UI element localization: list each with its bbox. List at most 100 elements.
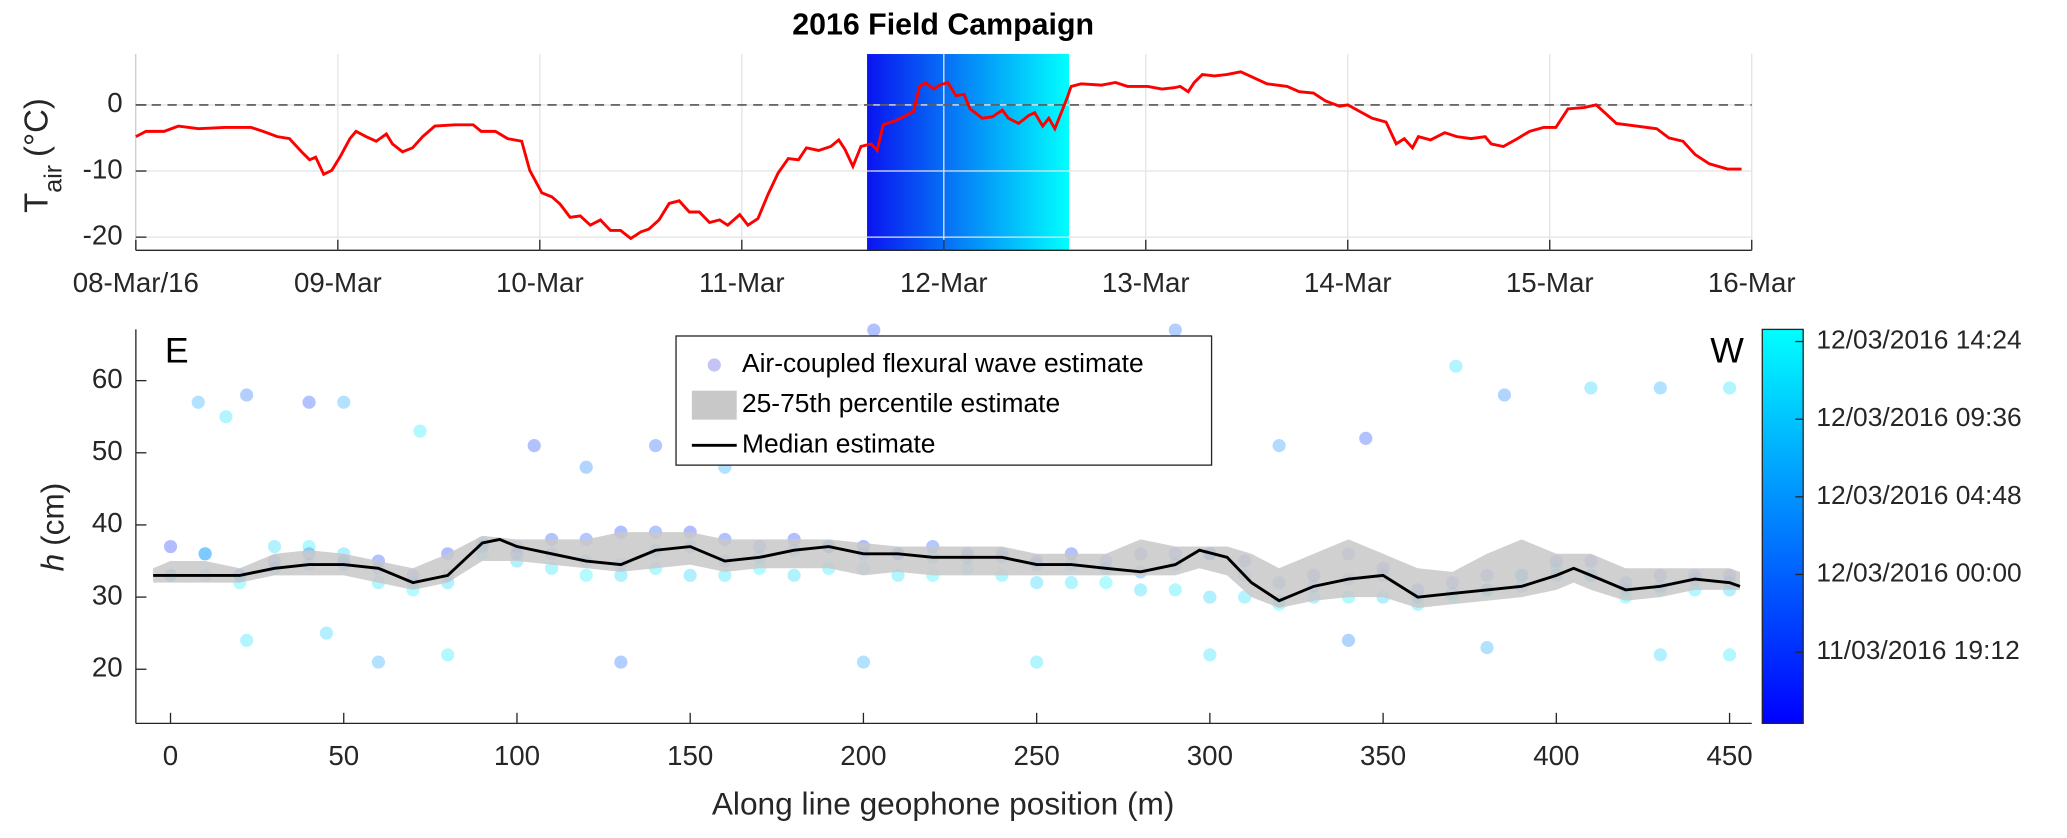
thickness-point [1449, 359, 1463, 373]
x-tick-label: 0 [163, 740, 178, 771]
thickness-point [1480, 641, 1494, 655]
thickness-point [579, 460, 593, 474]
y-tick-label: 40 [92, 507, 123, 538]
legend-marker [691, 390, 737, 420]
thickness-point [337, 395, 351, 409]
percentile-band [153, 532, 1740, 608]
x-tick-label: 100 [494, 740, 540, 771]
y-label-main: T [17, 193, 54, 213]
colorbar-tick-label: 12/03/2016 00:00 [1816, 557, 2021, 587]
x-tick-label: 50 [328, 740, 359, 771]
thickness-point [648, 439, 663, 453]
x-tick-label: 300 [1187, 740, 1233, 771]
thickness-point [371, 655, 386, 669]
x-tick-label: 400 [1533, 740, 1579, 771]
colorbar-tick-label: 12/03/2016 09:36 [1816, 402, 2021, 432]
thickness-point [527, 439, 541, 453]
y-label-unit: (°C) [17, 98, 54, 157]
thickness-point [413, 424, 427, 438]
y-label-unit: (cm) [34, 483, 70, 546]
thickness-point [1203, 590, 1217, 604]
thickness-point [1272, 439, 1286, 453]
thickness-point [267, 539, 282, 554]
y-tick-label: 0 [107, 87, 122, 118]
thickness-point [163, 539, 178, 554]
highlight-span [867, 54, 1070, 251]
thickness-point [1341, 633, 1356, 647]
legend-label: 25-75th percentile estimate [742, 388, 1060, 418]
x-tick-label: 11-Mar [699, 267, 785, 298]
colorbar-tick-label: 12/03/2016 14:24 [1816, 325, 2021, 355]
thickness-point [1653, 381, 1667, 395]
legend-box [675, 335, 1213, 466]
x-tick-label: 09-Mar [294, 267, 382, 298]
x-tick-label: 450 [1706, 740, 1752, 771]
thickness-point [1722, 381, 1737, 395]
thickness-point [614, 568, 628, 582]
x-tick-label: 13-Mar [1102, 267, 1190, 298]
thickness-point [1203, 648, 1217, 662]
y-label-main: h [34, 554, 70, 572]
thickness-point [1064, 576, 1078, 590]
thickness-point [1584, 381, 1598, 395]
thickness-point [545, 561, 559, 575]
annotation: W [1710, 331, 1744, 371]
thickness-point [579, 568, 593, 582]
y-tick-label: 30 [92, 579, 123, 610]
x-tick-label: 15-Mar [1506, 267, 1594, 298]
y-axis-label: Tair (°C) [17, 98, 67, 213]
thickness-point [718, 568, 732, 582]
thickness-point [1722, 648, 1737, 662]
y-tick-label: 20 [92, 652, 123, 683]
thickness-point [302, 539, 316, 554]
thickness-point [1653, 648, 1667, 662]
thickness-point [683, 568, 697, 582]
y-tick-label: -10 [83, 153, 123, 184]
thickness-point [787, 568, 801, 582]
thickness-point [1134, 583, 1148, 597]
x-tick-label: 150 [667, 740, 713, 771]
thickness-point [1168, 583, 1182, 597]
temperature-line [135, 70, 1742, 241]
thickness-point [240, 633, 254, 647]
colorbar-tick-label: 12/03/2016 04:48 [1816, 480, 2021, 510]
thickness-point [614, 655, 628, 669]
annotation: E [165, 331, 189, 371]
thickness-point [1030, 576, 1044, 590]
y-axis-label: h (cm) [34, 483, 70, 572]
x-tick-label: 16-Mar [1708, 267, 1796, 298]
thickness-point [1168, 323, 1182, 337]
thickness-point [1099, 576, 1113, 590]
legend-label: Air-coupled flexural wave estimate [742, 348, 1144, 378]
colorbar [1761, 328, 1804, 725]
thickness-point [198, 547, 212, 561]
legend-marker [707, 358, 721, 372]
y-tick-label: 60 [92, 363, 123, 394]
x-tick-label: 08-Mar/16 [73, 267, 199, 298]
x-tick-label: 200 [840, 740, 886, 771]
colorbar-tick-label: 11/03/2016 19:12 [1816, 635, 2019, 665]
x-tick-label: 14-Mar [1304, 267, 1392, 298]
chart-title: 2016 Field Campaign [792, 8, 1094, 41]
y-tick-label: 50 [92, 435, 123, 466]
thickness-point [191, 395, 205, 409]
y-tick-label: -20 [83, 219, 123, 250]
x-tick-label: 350 [1360, 740, 1406, 771]
thickness-point [302, 395, 316, 409]
thickness-point [319, 626, 334, 640]
thickness-point [867, 323, 881, 337]
thickness-point [1359, 431, 1373, 445]
x-tick-label: 250 [1014, 740, 1060, 771]
legend-label: Median estimate [742, 428, 936, 458]
x-tick-label: 12-Mar [900, 267, 988, 298]
y-label-sub: air [39, 165, 67, 193]
thickness-point [219, 410, 233, 424]
x-axis-label: Along line geophone position (m) [712, 786, 1175, 822]
thickness-point [1497, 388, 1512, 402]
thickness-point [1030, 655, 1044, 669]
x-tick-label: 10-Mar [496, 267, 584, 298]
thickness-point [198, 547, 212, 561]
thickness-point [441, 648, 455, 662]
